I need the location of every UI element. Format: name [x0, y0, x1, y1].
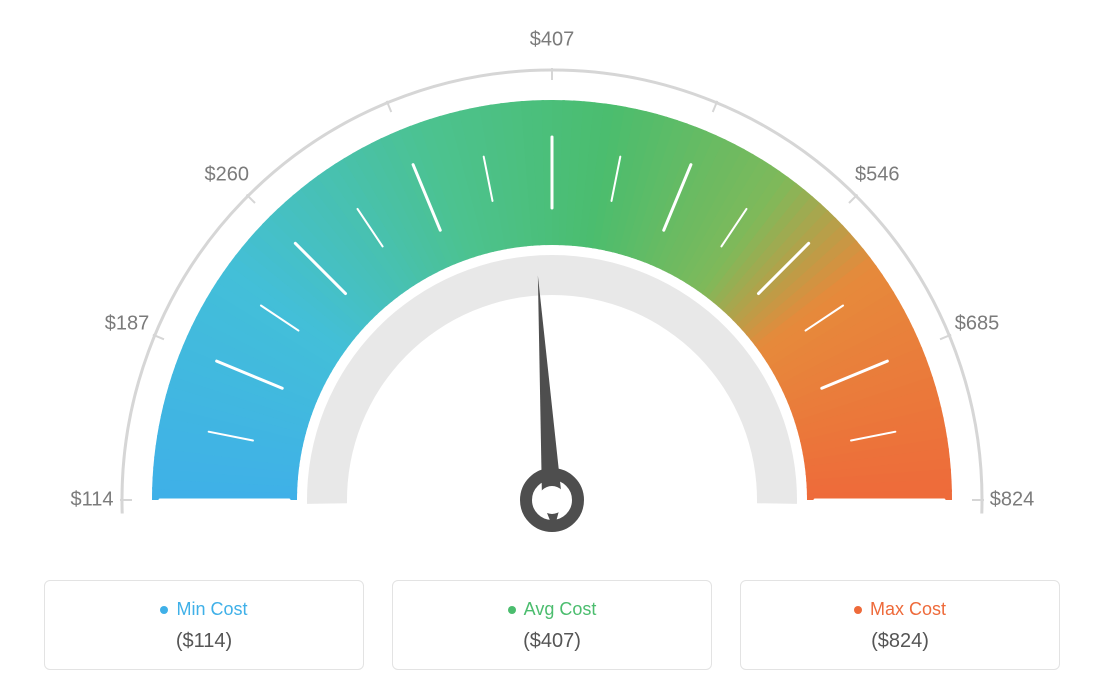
legend-avg-label: Avg Cost — [508, 599, 597, 620]
gauge-tick-label: $685 — [955, 312, 1000, 335]
cost-gauge-chart: $114 $187 $260 $407 $546 $685 $824 — [20, 20, 1084, 560]
legend-min-value: ($114) — [57, 630, 351, 653]
gauge-tick-label: $407 — [530, 29, 575, 52]
legend-max-label: Max Cost — [854, 599, 946, 620]
gauge-tick-label: $546 — [855, 163, 900, 186]
gauge-needle — [526, 275, 578, 529]
legend-card-avg: Avg Cost ($407) — [392, 580, 712, 670]
legend-card-max: Max Cost ($824) — [740, 580, 1060, 670]
gauge-tick-label: $260 — [204, 163, 249, 186]
gauge-tick-label: $824 — [990, 489, 1035, 512]
legend-card-min: Min Cost ($114) — [44, 580, 364, 670]
legend-max-value: ($824) — [753, 630, 1047, 653]
gauge-tick-label: $114 — [70, 489, 113, 512]
legend-min-label: Min Cost — [160, 599, 247, 620]
gauge-tick-label: $187 — [105, 312, 150, 335]
legend-avg-value: ($407) — [405, 630, 699, 653]
legend-row: Min Cost ($114) Avg Cost ($407) Max Cost… — [20, 580, 1084, 670]
gauge-svg — [20, 20, 1084, 560]
